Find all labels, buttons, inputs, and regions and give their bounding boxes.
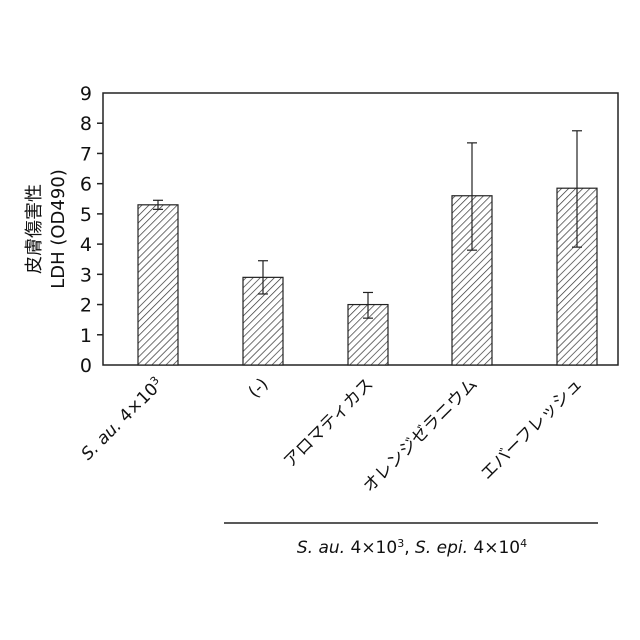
y-tick-label: 3 xyxy=(80,264,92,286)
group-label-part-1: 4×10 xyxy=(345,538,397,558)
y-tick-label: 8 xyxy=(80,113,92,135)
y-tick-label: 4 xyxy=(80,234,92,256)
y-axis-label-line1: 皮膚傷害性 xyxy=(24,184,45,274)
bars xyxy=(138,188,597,365)
group-label-part-2: 3 xyxy=(397,537,404,550)
error-bars xyxy=(153,131,582,318)
group-label-part-5: 4×10 xyxy=(468,538,520,558)
y-tick-label: 5 xyxy=(80,204,92,226)
category-label-3: オレンジゼラニウム xyxy=(359,374,481,496)
group-label: S. au. 4×103, S. epi. 4×104 xyxy=(297,537,527,559)
category-label-1: (-) xyxy=(245,374,273,402)
category-label-4-part-0: エバーフレッシュ xyxy=(477,374,587,484)
y-tick-label: 6 xyxy=(80,174,92,196)
category-label-0: S. au. 4×103 xyxy=(76,373,167,464)
group-label-part-4: S. epi. xyxy=(415,538,468,558)
y-tick-label: 1 xyxy=(80,325,92,347)
category-label-3-part-0: オレンジゼラニウム xyxy=(359,374,481,496)
category-label-2: アロマティカス xyxy=(280,374,378,472)
y-tick-label: 2 xyxy=(80,295,92,317)
category-label-4: エバーフレッシュ xyxy=(477,374,587,484)
y-axis-label-line2: LDH (OD490) xyxy=(48,169,69,289)
category-labels: S. au. 4×103 (-)アロマティカスオレンジゼラニウムエバーフレッシュ xyxy=(76,373,586,496)
group-label-part-6: 4 xyxy=(520,537,527,550)
group-label-part-0: S. au. xyxy=(297,538,345,558)
bar-0 xyxy=(138,205,178,365)
category-label-1-part-0: (-) xyxy=(245,374,273,402)
y-tick-label: 0 xyxy=(80,355,92,377)
category-label-2-part-0: アロマティカス xyxy=(280,374,378,472)
y-axis-ticks: 0 1 2 3 4 5 6 7 8 9 xyxy=(80,83,103,377)
y-tick-label: 9 xyxy=(80,83,92,105)
group-label-part-3: , xyxy=(404,538,415,558)
y-tick-label: 7 xyxy=(80,143,92,165)
